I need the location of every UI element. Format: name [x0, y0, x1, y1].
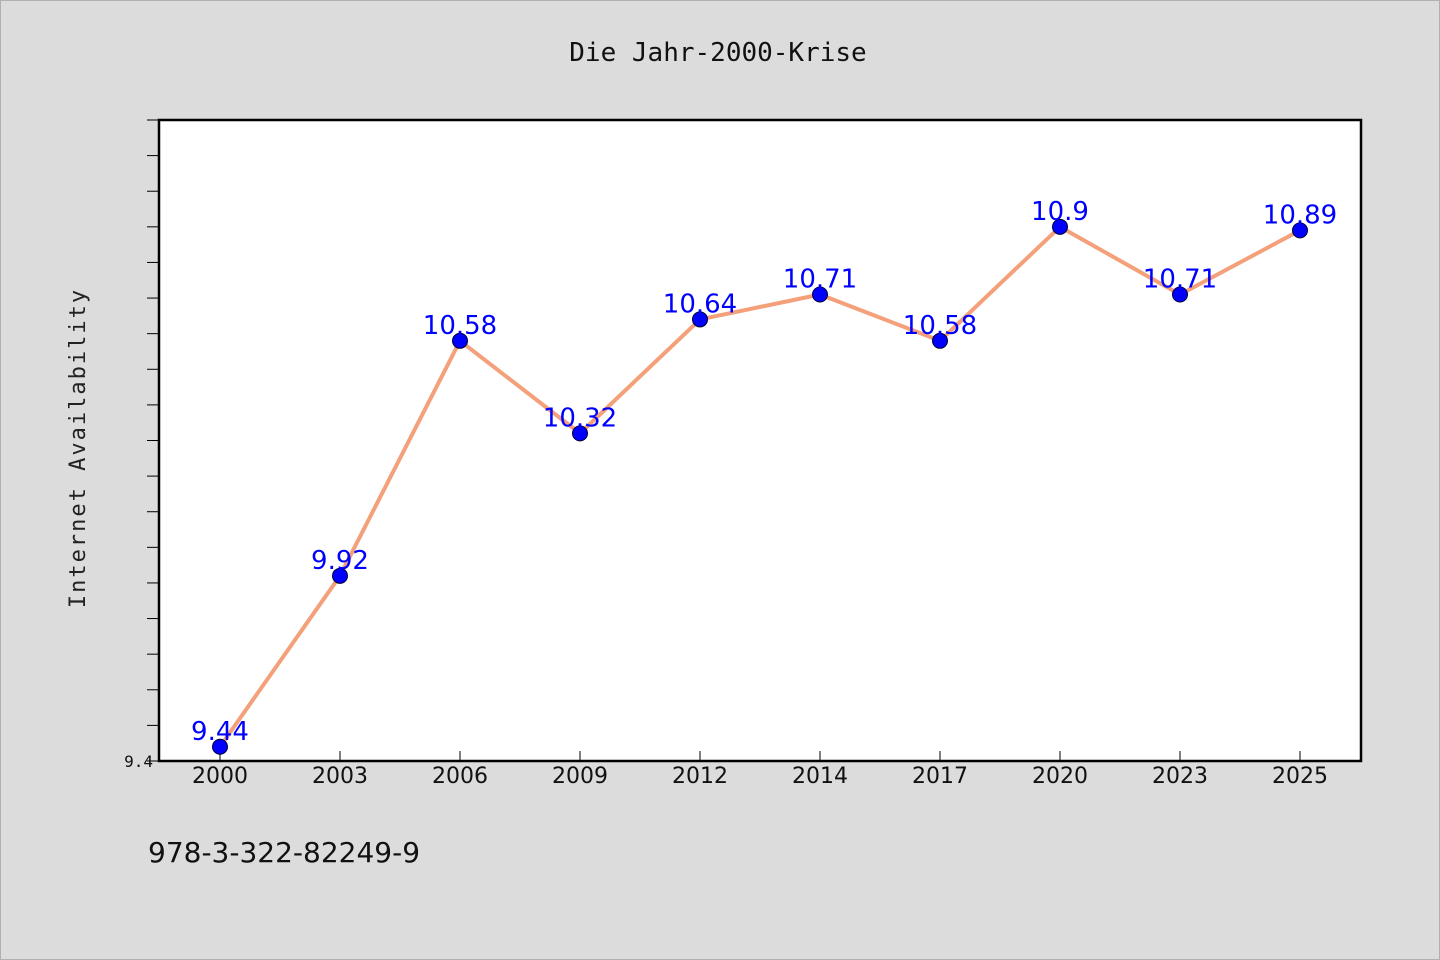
data-label: 9.44 [191, 717, 249, 747]
data-label: 10.71 [783, 264, 857, 294]
data-point [1052, 218, 1068, 235]
chart-title: Die Jahr-2000-Krise [569, 38, 866, 68]
data-point [812, 286, 828, 303]
data-label: 10.9 [1031, 197, 1089, 227]
x-tick-label: 2012 [672, 764, 728, 789]
data-point [452, 332, 468, 349]
data-point [572, 425, 588, 442]
data-point [1172, 286, 1188, 303]
data-label: 10.71 [1143, 264, 1217, 294]
x-tick-label: 2003 [312, 764, 368, 789]
y-axis-label: Internet Availability [66, 288, 91, 608]
y-tick-label: 9.4 [124, 752, 153, 771]
x-axis-ticks: 2000 2003 2006 2009 2012 2014 2017 2020 2023 2025 [192, 751, 1328, 789]
data-label: 10.32 [543, 403, 617, 433]
x-tick-label: 2006 [432, 764, 488, 789]
data-point [212, 738, 228, 755]
data-label: 10.64 [663, 289, 737, 319]
data-point [692, 311, 708, 328]
data-point [932, 332, 948, 349]
x-tick-label: 2014 [792, 764, 848, 789]
y-axis-ticks: 9.4 [124, 119, 159, 771]
data-label: 10.58 [423, 311, 497, 341]
x-tick-label: 2000 [192, 764, 248, 789]
series-line [218, 224, 1301, 748]
data-label: 10.58 [903, 311, 977, 341]
x-tick-label: 2009 [552, 764, 608, 789]
data-point [332, 567, 348, 584]
plot-area [157, 118, 1363, 763]
x-tick-label: 2025 [1272, 764, 1328, 789]
x-tick-label: 2020 [1032, 764, 1088, 789]
footer-code: 978-3-322-82249-9 [148, 836, 420, 869]
series-layer: 9.44 9.92 10.58 10.32 10.64 10.71 10.58 10.9 10.… [191, 197, 1337, 755]
data-label: 10.89 [1263, 200, 1337, 230]
data-label: 9.92 [311, 546, 369, 576]
x-tick-label: 2017 [912, 764, 968, 789]
x-tick-label: 2023 [1152, 764, 1208, 789]
data-point [1292, 222, 1308, 239]
